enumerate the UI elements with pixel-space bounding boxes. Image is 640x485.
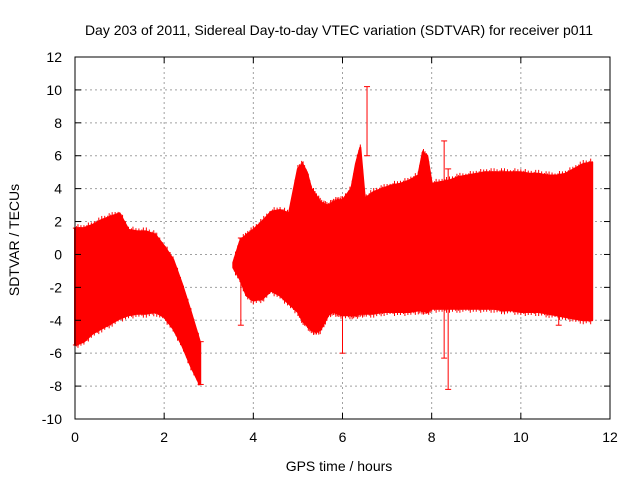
x-axis-label: GPS time / hours <box>286 458 393 474</box>
x-tick-label: 4 <box>249 429 257 445</box>
x-tick-label: 8 <box>428 429 436 445</box>
x-tick-label: 10 <box>513 429 529 445</box>
x-tick-label: 6 <box>339 429 347 445</box>
y-axis-label: SDTVAR / TECUs <box>6 184 22 296</box>
y-tick-label: 8 <box>54 115 62 131</box>
tick-layer: 0 2 4 6 8 10 12 -10 -8 -6 -4 -2 0 2 4 6 8 10 12 <box>42 49 618 445</box>
y-tick-label: -8 <box>50 378 63 394</box>
y-tick-label: 0 <box>54 246 62 262</box>
x-tick-label: 0 <box>71 429 79 445</box>
y-tick-label: 6 <box>54 148 62 164</box>
y-tick-label: -2 <box>50 279 63 295</box>
data-layer <box>72 86 594 390</box>
y-tick-label: -4 <box>50 312 63 328</box>
chart-title: Day 203 of 2011, Sidereal Day-to-day VTE… <box>85 22 593 38</box>
x-tick-label: 2 <box>160 429 168 445</box>
y-tick-label: -6 <box>50 345 63 361</box>
y-tick-label: 10 <box>46 82 62 98</box>
x-tick-label: 12 <box>602 429 618 445</box>
y-tick-label: -10 <box>42 411 62 427</box>
y-tick-label: 4 <box>54 181 62 197</box>
y-tick-label: 12 <box>46 49 62 65</box>
y-tick-label: 2 <box>54 214 62 230</box>
